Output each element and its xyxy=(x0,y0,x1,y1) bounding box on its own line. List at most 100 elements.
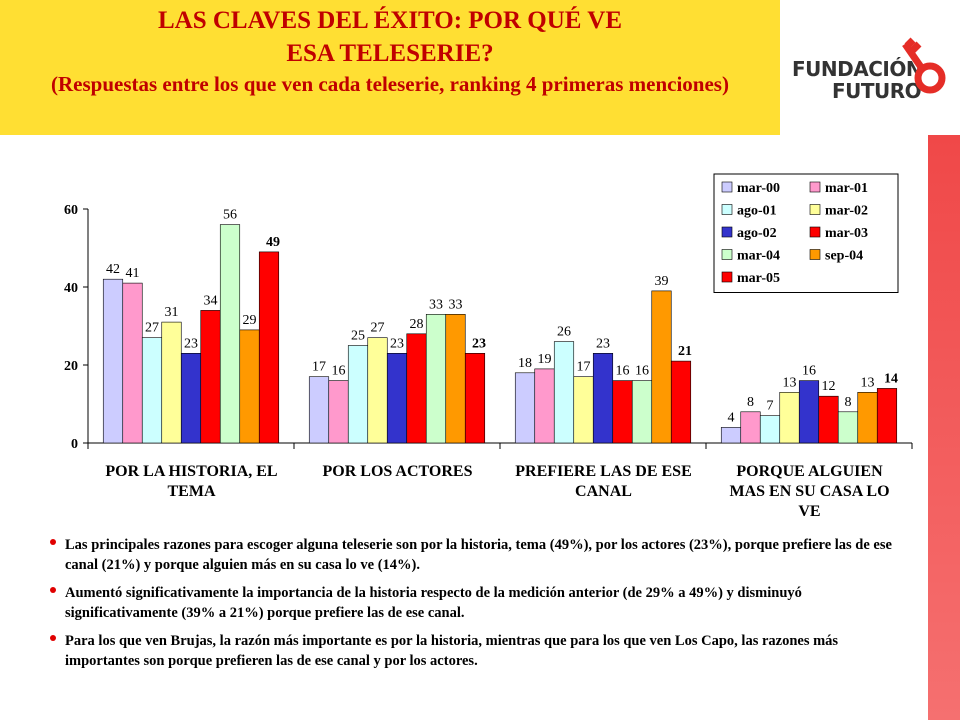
legend-swatch xyxy=(721,249,733,260)
bar xyxy=(308,376,330,444)
y-tick-label: 60 xyxy=(64,203,78,218)
value-label: 28 xyxy=(410,317,424,332)
bullet-text: Para los que ven Brujas, la razón más im… xyxy=(65,633,839,669)
bar xyxy=(612,380,633,444)
bullet: Para los que ven Brujas, la razón más im… xyxy=(50,631,915,671)
bar xyxy=(553,341,575,444)
bullet-dot xyxy=(50,635,56,641)
value-label: 13 xyxy=(783,375,797,390)
bar xyxy=(631,380,653,444)
legend-label: mar-04 xyxy=(737,249,780,264)
bar xyxy=(161,321,182,444)
value-label: 42 xyxy=(106,262,120,277)
bullet-dot xyxy=(50,587,56,593)
value-label: 18 xyxy=(518,356,532,371)
bar xyxy=(573,376,594,444)
value-label: 27 xyxy=(371,321,385,336)
legend-swatch xyxy=(721,226,733,238)
bar xyxy=(514,372,536,444)
bar xyxy=(347,345,369,444)
value-label: 39 xyxy=(655,274,669,289)
value-label: 29 xyxy=(243,313,257,328)
legend-box xyxy=(713,173,899,293)
bullet-text: Aumentó significativamente la importanci… xyxy=(65,585,802,621)
bullet-dot xyxy=(50,539,56,545)
value-label: 27 xyxy=(145,321,159,336)
bar xyxy=(445,314,466,444)
value-label: 34 xyxy=(204,293,218,308)
value-label: 33 xyxy=(429,297,443,312)
value-label: 17 xyxy=(312,360,326,375)
legend-label: ago-01 xyxy=(737,204,777,219)
value-label: 16 xyxy=(802,364,816,379)
logo: FUNDACIÓN FUTURO xyxy=(792,57,923,103)
legend-swatch xyxy=(721,204,733,215)
legend-swatch xyxy=(721,181,733,193)
bar xyxy=(740,411,761,444)
legend-label: ago-02 xyxy=(737,226,777,241)
bar xyxy=(720,427,742,444)
y-tick-label: 0 xyxy=(71,437,78,452)
bullet: Aumentó significativamente la importanci… xyxy=(50,583,915,623)
bar xyxy=(367,337,388,444)
logo-icon xyxy=(902,37,946,94)
value-label: 12 xyxy=(822,379,836,394)
bar xyxy=(425,314,447,444)
y-tick-label: 20 xyxy=(64,359,78,374)
bar xyxy=(386,353,408,444)
legend-label: mar-02 xyxy=(825,204,868,219)
subtitle: (Respuestas entre los que ven cada teles… xyxy=(51,72,729,96)
value-label: 26 xyxy=(557,325,571,340)
bar xyxy=(219,224,241,444)
value-label: 31 xyxy=(165,305,179,320)
bar xyxy=(258,251,280,444)
value-label: 16 xyxy=(332,364,346,379)
y-tick-label: 40 xyxy=(64,281,78,296)
bar xyxy=(779,392,800,444)
logo-text: FUTURO xyxy=(832,79,922,103)
value-label: 17 xyxy=(577,360,591,375)
bar xyxy=(651,290,672,444)
legend-label: mar-01 xyxy=(825,181,868,196)
legend-label: sep-04 xyxy=(825,249,863,264)
value-label: 13 xyxy=(861,375,875,390)
bar xyxy=(759,415,781,444)
legend-swatch xyxy=(809,181,821,193)
bar xyxy=(534,368,555,444)
value-label: 14 xyxy=(884,371,898,386)
bar xyxy=(239,329,260,444)
value-label: 23 xyxy=(596,336,610,351)
legend-swatch xyxy=(809,249,821,260)
legend-swatch xyxy=(809,204,821,215)
bar xyxy=(818,395,839,444)
header: LAS CLAVES DEL ÉXITO: POR QUÉ VE ESA TEL… xyxy=(0,0,780,135)
bar xyxy=(122,282,143,444)
side-stripe xyxy=(928,135,960,720)
bar xyxy=(141,337,163,444)
value-label: 16 xyxy=(635,364,649,379)
bar xyxy=(798,380,820,444)
logo-text: FUNDACIÓN xyxy=(792,57,923,81)
bullet-text: Las principales razones para escoger alg… xyxy=(65,537,892,573)
x-tick-label: POR LA HISTORIA, EL TEMA xyxy=(105,463,278,500)
x-tick-label: PORQUE ALGUIEN MAS EN SU CASA LO VE xyxy=(729,463,890,520)
bullet-list: Las principales razones para escoger alg… xyxy=(50,535,915,679)
bar xyxy=(670,360,692,444)
value-label: 23 xyxy=(184,336,198,351)
legend-swatch xyxy=(809,226,821,238)
x-tick-label: POR LOS ACTORES xyxy=(322,463,473,480)
bar xyxy=(180,353,202,444)
value-label: 8 xyxy=(845,395,852,410)
bar xyxy=(837,411,859,444)
value-label: 4 xyxy=(728,410,735,425)
value-label: 49 xyxy=(266,235,280,250)
bar xyxy=(406,333,427,444)
bar xyxy=(592,353,614,444)
bullet: Las principales razones para escoger alg… xyxy=(50,535,915,575)
value-label: 16 xyxy=(616,364,630,379)
value-label: 33 xyxy=(449,297,463,312)
value-label: 41 xyxy=(126,266,140,281)
value-label: 23 xyxy=(472,336,486,351)
